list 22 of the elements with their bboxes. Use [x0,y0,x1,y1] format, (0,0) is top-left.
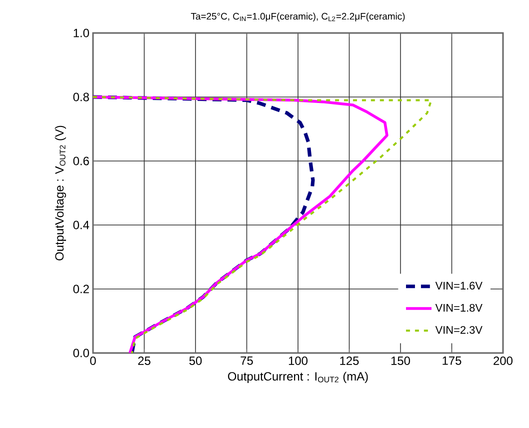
legend-label: VIN=1.6V [435,282,482,290]
x-tick-label: 100 [288,356,308,365]
x-tick-label: 175 [442,356,462,365]
x-tick-label: 25 [138,356,150,365]
x-tick-label: 150 [391,356,410,365]
y-axis-title: OutputVoltage : V$_{OUT2}$ (V) [54,126,66,260]
y-tick-label: 0.4 [73,220,90,230]
x-tick-label: 75 [240,356,253,365]
chart-title: Ta=25°C, C$_{IN}$=1.0μF(ceramic), C$_{L2}$=2.2μF(ceramic) [190,12,405,22]
y-tick-label: 0.8 [73,92,89,102]
x-axis-title: OutputCurrent : I$_{OUT2}$ (mA) [228,372,368,383]
x-tick-label: 125 [340,356,359,365]
legend-label: VIN=1.8V [435,304,482,312]
x-tick-label: 0 [90,356,96,365]
legend-label: VIN=2.3V [435,326,482,334]
y-tick-label: 0.0 [73,348,90,358]
x-tick-label: 200 [494,356,513,365]
y-tick-label: 0.2 [73,284,89,294]
y-tick-label: 0.6 [73,156,89,166]
line-series [93,95,315,353]
y-tick-label: 1.0 [74,28,90,38]
x-tick-label: 50 [189,356,202,365]
